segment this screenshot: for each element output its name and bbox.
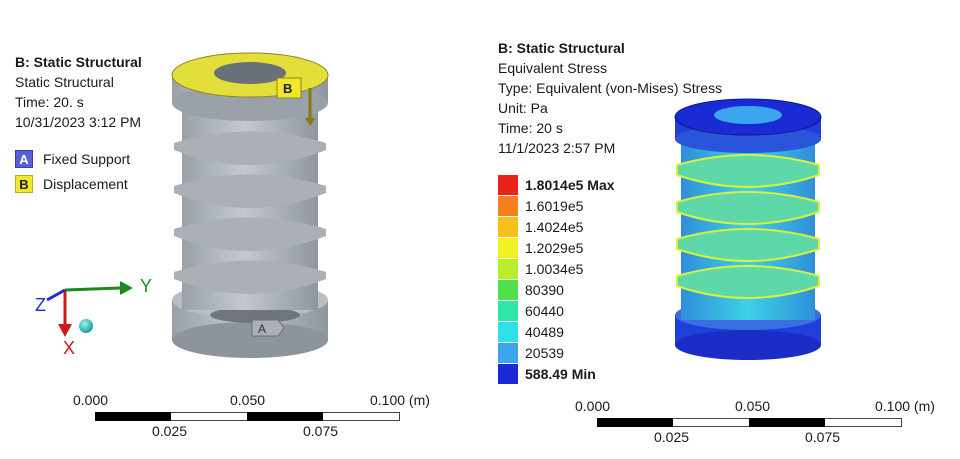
y-axis-arrow <box>120 281 133 295</box>
colorbar-row: 20539 <box>498 343 648 363</box>
displacement-label: Displacement <box>43 176 128 192</box>
colorbar-swatch <box>498 238 518 258</box>
analysis-type: Static Structural <box>15 74 114 90</box>
colorbar-swatch <box>498 322 518 342</box>
inner-bore <box>210 307 300 323</box>
boundary-conditions-view[interactable]: B: Static Structural Static Structural T… <box>0 0 470 459</box>
scale-bar: 0.000 0.050 0.100 (m) 0.025 0.075 <box>70 390 430 450</box>
legend-fixed-support[interactable]: A Fixed Support <box>15 148 130 170</box>
colorbar-swatch <box>498 343 518 363</box>
colorbar-label: 40489 <box>525 324 564 340</box>
label-b-marker[interactable] <box>276 77 302 99</box>
result-title: B: Static Structural <box>498 40 625 56</box>
result-unit: Unit: Pa <box>498 100 548 116</box>
colorbar-label: 1.6019e5 <box>525 198 584 214</box>
colorbar-label: 80390 <box>525 282 564 298</box>
scale-tick-050: 0.050 <box>230 392 266 408</box>
colorbar-swatch <box>498 301 518 321</box>
colorbar-row: 1.0034e5 <box>498 259 648 279</box>
label-b-text: B <box>283 81 292 96</box>
displacement-arrow-head <box>305 118 315 126</box>
displacement-tag: B <box>15 175 33 193</box>
colorbar-label: 1.8014e5 Max <box>525 177 615 193</box>
label-a-marker[interactable] <box>251 319 285 337</box>
colorbar-label: 60440 <box>525 303 564 319</box>
stress-colorbar: 1.8014e5 Max 1.6019e5 1.4024e5 1.2029e5 1.00… <box>498 175 648 395</box>
fixed-support-tag: A <box>15 150 33 168</box>
triad-ball <box>79 319 93 333</box>
analysis-time: Time: 20. s <box>15 94 84 110</box>
colorbar-row: 1.4024e5 <box>498 217 648 237</box>
colorbar-label: 1.0034e5 <box>525 261 584 277</box>
colorbar-swatch <box>498 364 518 384</box>
colorbar-label: 588.49 Min <box>525 366 596 382</box>
legend-displacement[interactable]: B Displacement <box>15 173 128 195</box>
colorbar-row: 1.6019e5 <box>498 196 648 216</box>
scale-tick-100: 0.100 (m) <box>370 392 430 408</box>
scale-bar-results: 0.000 0.050 0.100 (m) 0.025 0.075 <box>572 396 952 456</box>
result-type: Type: Equivalent (von-Mises) Stress <box>498 80 723 96</box>
scale-segment-1 <box>95 412 171 421</box>
result-time: Time: 20 s <box>498 120 563 136</box>
scale-tick-100: 0.100 (m) <box>875 398 935 414</box>
y-axis-line <box>64 286 121 292</box>
analysis-info: B: Static Structural Static Structural T… <box>15 52 142 132</box>
scale-tick-075: 0.075 <box>303 423 339 439</box>
stress-results-view[interactable]: B: Static Structural Equivalent Stress T… <box>480 0 960 459</box>
colorbar-swatch <box>498 175 518 195</box>
colorbar-row: 1.2029e5 <box>498 238 648 258</box>
z-axis-label: Z <box>35 295 46 315</box>
y-axis-label: Y <box>140 276 152 296</box>
contour-base-bottom <box>675 330 821 360</box>
colorbar-row: 588.49 Min <box>498 364 648 384</box>
stress-contour-model[interactable] <box>665 95 845 365</box>
x-axis-label: X <box>63 338 75 358</box>
scale-segment-3 <box>749 418 825 427</box>
top-bore <box>214 62 286 84</box>
result-name: Equivalent Stress <box>498 60 607 76</box>
colorbar-label: 1.4024e5 <box>525 219 584 235</box>
colorbar-row: 40489 <box>498 322 648 342</box>
colorbar-row: 80390 <box>498 280 648 300</box>
colorbar-swatch <box>498 280 518 300</box>
result-date: 11/1/2023 2:57 PM <box>498 140 616 156</box>
colorbar-row: 60440 <box>498 301 648 321</box>
colorbar-swatch <box>498 259 518 279</box>
scale-tick-050: 0.050 <box>735 398 771 414</box>
base-ring-bottom <box>172 322 328 358</box>
contour-top-bore <box>714 106 782 124</box>
z-axis-line <box>46 288 66 302</box>
scale-tick-0: 0.000 <box>575 398 611 414</box>
scale-tick-025: 0.025 <box>152 423 188 439</box>
analysis-date: 10/31/2023 3:12 PM <box>15 114 142 130</box>
scale-segment-1 <box>597 418 673 427</box>
result-info: B: Static Structural Equivalent Stress T… <box>498 38 722 158</box>
colorbar-label: 20539 <box>525 345 564 361</box>
model-geometry[interactable]: B A <box>160 40 340 370</box>
thread-ridges <box>174 131 326 294</box>
scale-tick-0: 0.000 <box>73 392 109 408</box>
colorbar-row: 1.8014e5 Max <box>498 175 648 195</box>
coordinate-triad: Y X Z <box>35 276 152 358</box>
colorbar-label: 1.2029e5 <box>525 240 584 256</box>
colorbar-swatch <box>498 217 518 237</box>
colorbar-swatch <box>498 196 518 216</box>
scale-segment-3 <box>247 412 323 421</box>
scale-tick-075: 0.075 <box>805 429 841 445</box>
scale-tick-025: 0.025 <box>654 429 690 445</box>
label-a-text: A <box>258 322 266 336</box>
analysis-title: B: Static Structural <box>15 54 142 70</box>
contour-thread-ridges <box>676 154 820 299</box>
x-axis-arrow <box>58 324 72 337</box>
fixed-support-label: Fixed Support <box>43 151 131 167</box>
